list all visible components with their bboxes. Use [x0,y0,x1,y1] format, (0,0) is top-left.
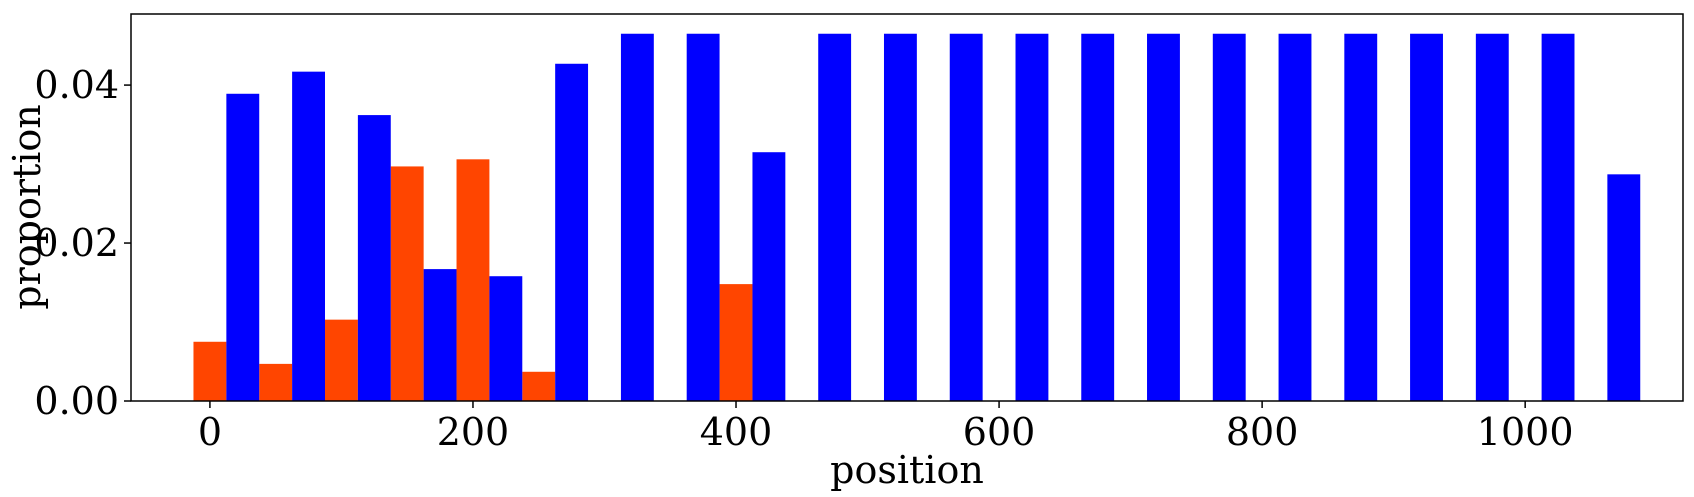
x-tick-label: 600 [963,410,1036,454]
x-axis-label: position [830,448,984,492]
bar-series-1-9 [818,33,852,402]
bar-series-1-16 [1278,33,1312,402]
y-axis-ticks: 0.00 0.02 0.04 [34,63,131,423]
bar-series-1-7 [686,33,720,402]
bar-series-1-14 [1147,33,1180,402]
bars-layer [193,33,1641,402]
bar-series-1-1 [292,71,325,401]
x-tick-label: 800 [1226,410,1299,454]
bar-series-1-15 [1212,33,1246,402]
bar-series-1-6 [620,33,654,402]
bar-series-1-20 [1541,33,1575,402]
bar-series-1-21 [1607,174,1641,401]
y-tick-label: 0.04 [34,63,119,107]
bar-series-1-13 [1081,33,1115,402]
bar-series-1-0 [226,93,260,402]
x-tick-label: 200 [437,410,510,454]
x-tick-label: 0 [198,410,222,454]
bar-series-0-6 [719,284,753,401]
bar-series-1-5 [555,63,589,401]
bar-series-0-5 [522,371,556,401]
bar-series-1-3 [423,269,457,401]
x-tick-label: 1000 [1477,410,1574,454]
bar-series-1-10 [883,33,917,402]
y-tick-label: 0.02 [34,221,119,265]
bar-series-0-2 [325,319,358,401]
bar-series-0-4 [456,159,490,401]
bar-series-1-8 [752,152,786,401]
bar-series-0-1 [259,363,293,401]
bar-series-1-18 [1410,33,1443,402]
plot-frame [130,13,1684,402]
y-tick-label: 0.00 [34,379,119,423]
bar-series-1-19 [1475,33,1509,402]
bar-series-1-11 [949,33,983,402]
bar-series-1-2 [357,115,391,401]
bar-series-1-4 [489,276,523,401]
x-tick-label: 400 [700,410,773,454]
bar-series-1-17 [1344,33,1378,402]
bar-series-1-12 [1015,33,1049,402]
bar-series-0-3 [390,166,424,401]
x-axis-ticks: 0 200 400 600 800 1000 [198,401,1574,454]
bar-series-0-0 [193,341,227,401]
y-axis-label: proportion [5,104,49,310]
